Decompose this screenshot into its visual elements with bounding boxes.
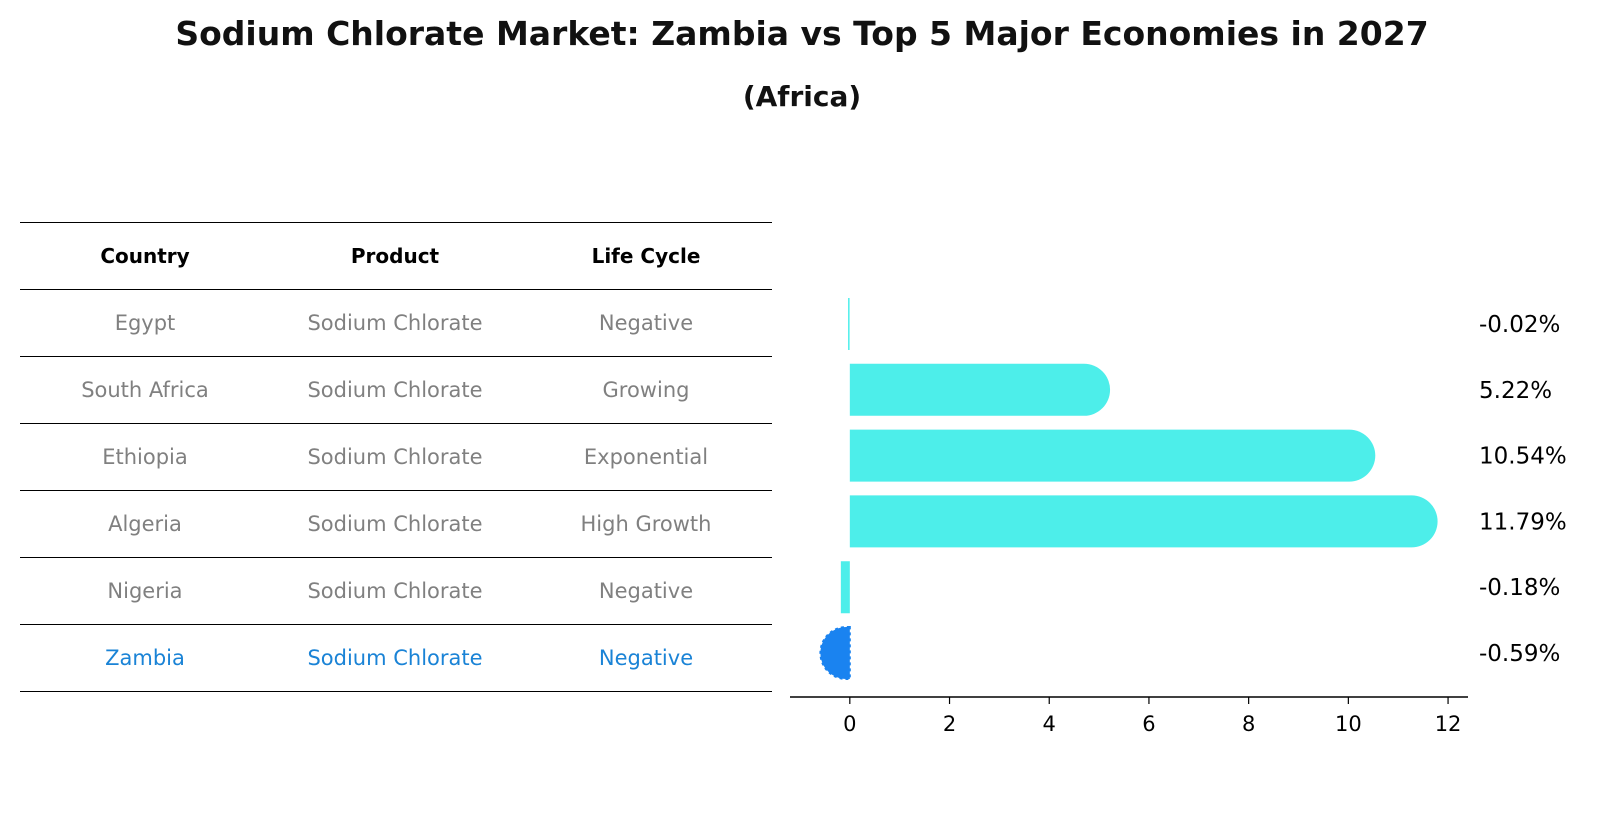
bar (848, 298, 850, 350)
cell-country: Zambia (20, 624, 270, 692)
cell-life-cycle: Negative (520, 624, 772, 692)
bar-highlighted (819, 626, 851, 680)
table-row: Ethiopia Sodium Chlorate Exponential (20, 423, 772, 491)
x-tick-label: 10 (1335, 712, 1362, 736)
column-header-product: Product (270, 222, 520, 290)
x-tick-label: 4 (1043, 712, 1056, 736)
table-row: Nigeria Sodium Chlorate Negative (20, 557, 772, 625)
country-table: Country Product Life Cycle Egypt Sodium … (20, 222, 772, 692)
table-row: Egypt Sodium Chlorate Negative (20, 289, 772, 357)
bar-value-label: 10.54% (1479, 444, 1567, 470)
cell-product: Sodium Chlorate (270, 624, 520, 692)
cell-product: Sodium Chlorate (270, 490, 520, 558)
bar-value-label: 11.79% (1479, 509, 1567, 535)
cell-country: Ethiopia (20, 423, 270, 491)
cell-country: Egypt (20, 289, 270, 357)
cell-product: Sodium Chlorate (270, 423, 520, 491)
cell-life-cycle: Exponential (520, 423, 772, 491)
cell-country: Nigeria (20, 557, 270, 625)
cell-life-cycle: Negative (520, 557, 772, 625)
x-tick-label: 12 (1435, 712, 1462, 736)
bar-value-label: -0.02% (1479, 312, 1560, 338)
x-tick-label: 6 (1142, 712, 1155, 736)
bar (849, 429, 1376, 482)
x-tick-label: 8 (1242, 712, 1255, 736)
bar (849, 495, 1438, 548)
cell-life-cycle: Growing (520, 356, 772, 424)
bar (849, 363, 1111, 416)
cell-life-cycle: Negative (520, 289, 772, 357)
table-row: Algeria Sodium Chlorate High Growth (20, 490, 772, 558)
cell-product: Sodium Chlorate (270, 356, 520, 424)
cell-country: Algeria (20, 490, 270, 558)
cell-country: South Africa (20, 356, 270, 424)
table-header-row: Country Product Life Cycle (20, 222, 772, 290)
cell-product: Sodium Chlorate (270, 289, 520, 357)
bar (840, 561, 850, 614)
column-header-country: Country (20, 222, 270, 290)
chart-subtitle: (Africa) (742, 80, 862, 113)
bar-value-label: -0.18% (1479, 575, 1560, 601)
table-row: South Africa Sodium Chlorate Growing (20, 356, 772, 424)
x-tick-label: 2 (943, 712, 956, 736)
table-row-highlighted: Zambia Sodium Chlorate Negative (20, 624, 772, 692)
cell-product: Sodium Chlorate (270, 557, 520, 625)
cell-life-cycle: High Growth (520, 490, 772, 558)
bar-value-label: -0.59% (1479, 641, 1560, 667)
column-header-life-cycle: Life Cycle (520, 222, 772, 290)
chart-title: Sodium Chlorate Market: Zambia vs Top 5 … (175, 14, 1429, 53)
bar-value-label: 5.22% (1479, 378, 1552, 404)
x-tick-label: 0 (843, 712, 856, 736)
